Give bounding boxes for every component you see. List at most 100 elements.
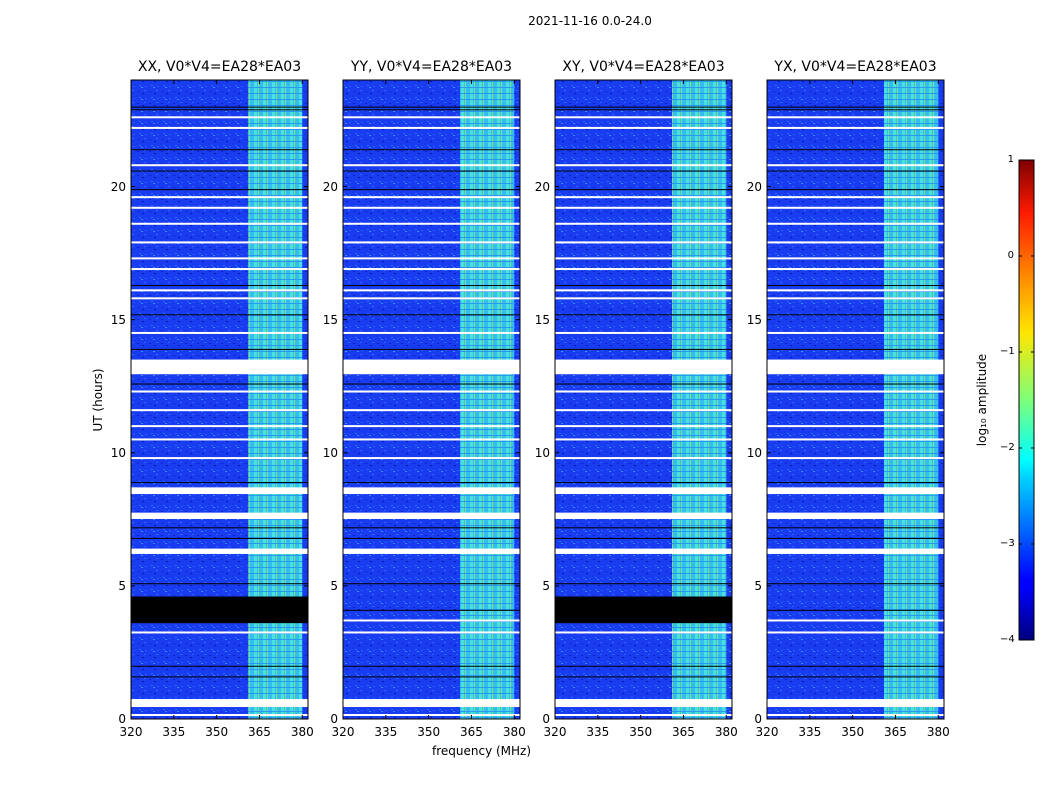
flag-white-row: [555, 241, 732, 244]
flag-white-row: [343, 126, 520, 129]
flag-black-row: [131, 285, 308, 287]
flag-white-row: [131, 268, 308, 271]
flag-black-row: [555, 149, 732, 151]
panel-yx-frame: [766, 79, 945, 720]
flag-white-gap: [767, 512, 944, 518]
x-tick-label: 380: [926, 725, 950, 739]
y-tick-label: 20: [746, 179, 762, 194]
flag-white-row: [555, 409, 732, 412]
x-tick-label: 350: [629, 725, 653, 739]
colorbar-label: log₁₀ amplitude: [975, 353, 989, 447]
x-tick-label: 365: [460, 725, 483, 739]
flag-white-row: [767, 619, 944, 622]
flag-white-row: [343, 297, 520, 300]
flag-black-row: [555, 314, 732, 316]
flag-black-row: [343, 106, 520, 108]
flag-black-row: [767, 383, 944, 385]
flag-white-gap: [767, 359, 944, 375]
flag-black-row: [555, 383, 732, 385]
x-tick-label: 380: [714, 725, 738, 739]
flag-white-row: [767, 714, 944, 717]
x-tick-label: 335: [374, 725, 398, 739]
flag-white-row: [767, 331, 944, 334]
panel-yy-frame: [342, 79, 521, 720]
flag-white-row: [131, 289, 308, 292]
y-tick-label: 15: [322, 312, 338, 327]
flag-black-row: [343, 609, 520, 611]
flag-white-row: [131, 331, 308, 334]
flag-black-row: [555, 676, 732, 678]
flag-white-row: [767, 438, 944, 441]
panel-title-xx: XX, V0*V4=EA28*EA03: [137, 59, 302, 75]
x-tick-label: 335: [162, 725, 186, 739]
flag-white-row: [131, 206, 308, 209]
y-tick-label: 15: [110, 312, 126, 327]
flag-white-row: [343, 714, 520, 717]
flag-black-row: [555, 106, 732, 108]
flag-black-row: [767, 348, 944, 350]
flag-black-row: [555, 285, 732, 287]
flag-white-row: [131, 457, 308, 460]
flag-black-row: [555, 583, 732, 585]
flag-white-row: [555, 116, 732, 119]
x-tick-label: 350: [205, 725, 229, 739]
panel-title-xy: XY, V0*V4=EA28*EA03: [562, 59, 725, 75]
flag-white-row: [767, 206, 944, 209]
flag-white-row: [767, 631, 944, 634]
flag-white-row: [343, 457, 520, 460]
flag-white-row: [131, 714, 308, 717]
flag-white-row: [555, 126, 732, 129]
y-tick-label: 5: [754, 578, 762, 593]
flag-black-row: [555, 537, 732, 539]
flag-white-row: [555, 457, 732, 460]
y-tick-label: 5: [118, 578, 126, 593]
flag-white-gap: [343, 487, 520, 495]
flag-white-row: [555, 196, 732, 199]
flag-black-row: [343, 665, 520, 667]
y-tick-label: 20: [534, 179, 550, 194]
x-axis-label: frequency (MHz): [432, 744, 532, 758]
x-tick-label: 335: [798, 725, 822, 739]
colorbar-tick-label: −3: [1000, 538, 1015, 549]
flag-white-row: [343, 206, 520, 209]
flag-white-row: [555, 390, 732, 393]
flag-white-row: [767, 222, 944, 225]
flag-black-row: [131, 383, 308, 385]
flag-black-row: [343, 482, 520, 484]
flag-white-row: [767, 126, 944, 129]
flag-white-gap: [343, 512, 520, 518]
flag-black-row: [131, 583, 308, 585]
flag-black-row: [767, 189, 944, 191]
flag-black-row: [343, 383, 520, 385]
flag-black-row: [555, 665, 732, 667]
flag-white-row: [343, 257, 520, 260]
y-tick-label: 5: [542, 578, 550, 593]
flag-black-row: [767, 170, 944, 172]
flag-black-row: [555, 348, 732, 350]
flag-black-row: [343, 109, 520, 111]
flag-white-gap: [555, 512, 732, 518]
panel-yy: [342, 79, 521, 720]
flag-black-row: [343, 537, 520, 539]
flag-white-row: [343, 331, 520, 334]
flag-black-row: [131, 676, 308, 678]
flag-black-row: [131, 189, 308, 191]
flag-white-row: [555, 289, 732, 292]
flag-white-gap: [555, 548, 732, 554]
flag-black-row: [767, 583, 944, 585]
panel-xx: [130, 79, 309, 720]
panel-xy-frame: [554, 79, 733, 720]
flag-white-row: [767, 409, 944, 412]
flag-white-row: [131, 164, 308, 167]
flag-black-row: [131, 482, 308, 484]
flag-black-row: [767, 106, 944, 108]
figure-suptitle: 2021-11-16 0.0-24.0: [528, 14, 652, 28]
flag-white-gap: [555, 359, 732, 375]
flag-white-row: [131, 409, 308, 412]
x-tick-label: 320: [755, 725, 779, 739]
flag-white-row: [131, 425, 308, 428]
flag-black-row: [343, 676, 520, 678]
panel-title-yy: YY, V0*V4=EA28*EA03: [350, 59, 513, 75]
panel-xy: [554, 79, 733, 720]
flag-white-gap: [767, 699, 944, 708]
